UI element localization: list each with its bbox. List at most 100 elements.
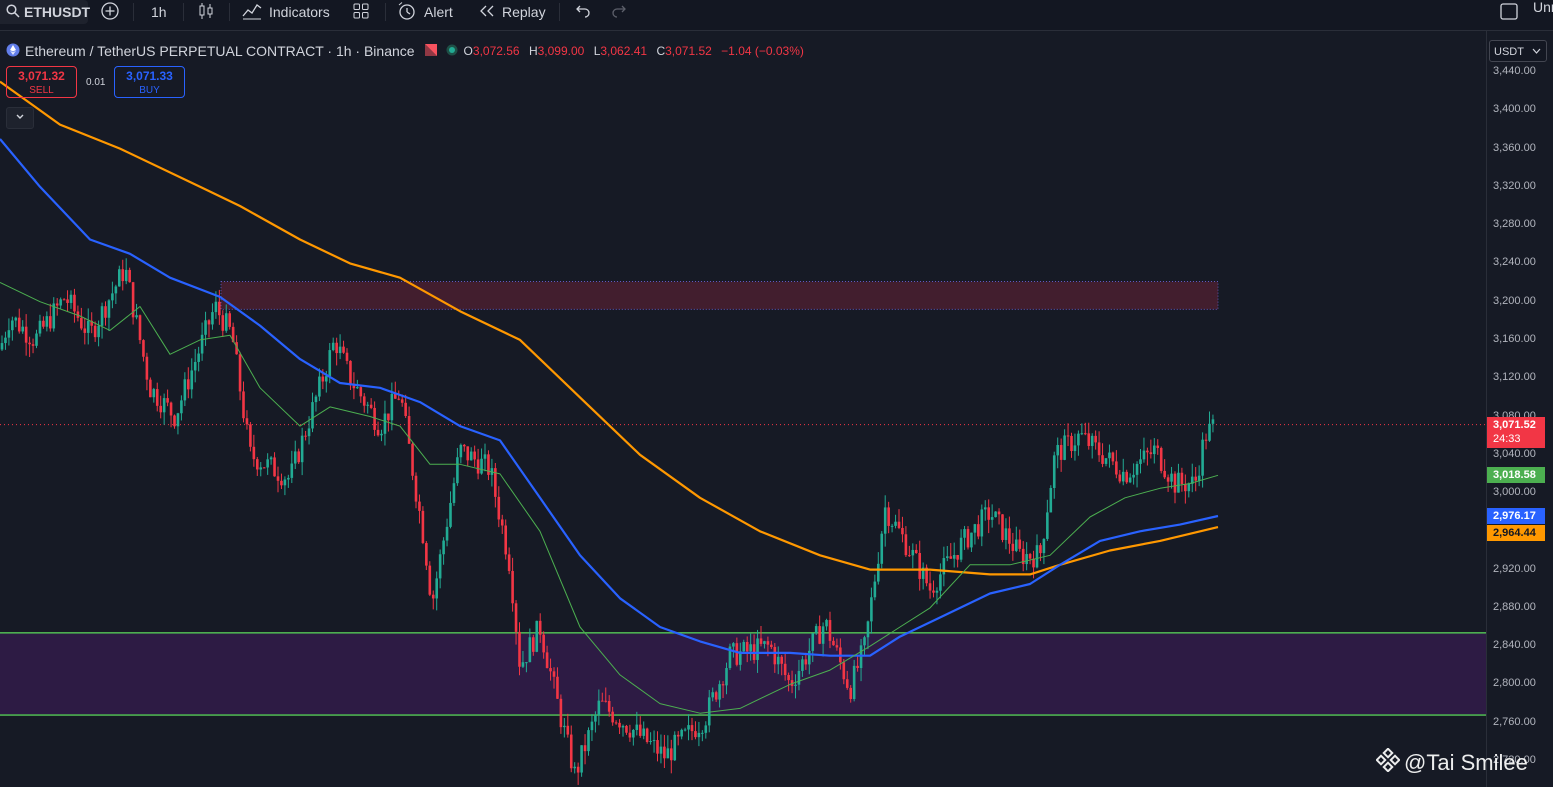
candle[interactable]: [252, 434, 256, 467]
candle[interactable]: [269, 456, 273, 465]
candle[interactable]: [897, 509, 901, 530]
candle[interactable]: [604, 687, 608, 703]
candle[interactable]: [35, 329, 38, 349]
candle[interactable]: [118, 265, 121, 287]
candle[interactable]: [466, 446, 470, 467]
candle[interactable]: [318, 368, 321, 402]
candle[interactable]: [521, 650, 525, 669]
candle[interactable]: [280, 473, 283, 490]
price-chart[interactable]: [0, 31, 1486, 787]
candle[interactable]: [476, 448, 480, 480]
candle[interactable]: [970, 532, 973, 552]
candle[interactable]: [59, 297, 62, 309]
candle[interactable]: [1146, 447, 1149, 466]
candle[interactable]: [1142, 437, 1146, 463]
candle[interactable]: [142, 339, 145, 362]
candle[interactable]: [425, 541, 428, 571]
candle[interactable]: [649, 732, 652, 745]
candle[interactable]: [894, 514, 897, 529]
candle[interactable]: [728, 643, 732, 670]
candle[interactable]: [1187, 482, 1191, 498]
candle[interactable]: [1025, 542, 1028, 571]
candle[interactable]: [673, 731, 677, 762]
candle[interactable]: [418, 494, 421, 524]
candle[interactable]: [1208, 411, 1211, 442]
symbol-search-button[interactable]: ETHUSDT: [0, 0, 90, 24]
candle[interactable]: [566, 713, 570, 738]
candle[interactable]: [0, 335, 4, 352]
candle[interactable]: [594, 711, 597, 733]
candle[interactable]: [245, 410, 249, 430]
candle[interactable]: [687, 714, 690, 741]
candle[interactable]: [1097, 431, 1101, 462]
candle[interactable]: [821, 622, 825, 657]
candle[interactable]: [680, 728, 683, 740]
candle[interactable]: [770, 640, 773, 650]
ma-short-line[interactable]: [0, 282, 1219, 714]
candle[interactable]: [107, 299, 111, 332]
candle[interactable]: [797, 659, 801, 691]
candle[interactable]: [283, 476, 287, 496]
candle[interactable]: [383, 400, 387, 446]
candle[interactable]: [345, 348, 349, 365]
candle[interactable]: [621, 724, 625, 737]
candle[interactable]: [162, 393, 166, 425]
candle[interactable]: [808, 638, 811, 675]
compare-symbol-button[interactable]: [100, 0, 120, 24]
candle[interactable]: [601, 692, 604, 702]
alert-button[interactable]: Alert: [397, 0, 453, 24]
candle[interactable]: [11, 316, 14, 341]
candle[interactable]: [611, 706, 614, 726]
candle[interactable]: [549, 658, 552, 681]
candle[interactable]: [200, 322, 204, 361]
candle[interactable]: [300, 427, 304, 476]
candle[interactable]: [670, 739, 673, 774]
candle[interactable]: [1204, 433, 1208, 450]
candle[interactable]: [1163, 459, 1166, 480]
candle[interactable]: [707, 689, 711, 733]
candle[interactable]: [1021, 541, 1025, 572]
candle[interactable]: [487, 450, 490, 481]
candle[interactable]: [1049, 485, 1053, 513]
candle[interactable]: [983, 500, 987, 521]
candle[interactable]: [514, 600, 518, 645]
candle[interactable]: [21, 320, 24, 334]
candle[interactable]: [587, 727, 590, 756]
candle[interactable]: [259, 462, 263, 477]
candle[interactable]: [338, 334, 342, 360]
candle[interactable]: [635, 711, 639, 736]
candle[interactable]: [659, 734, 663, 764]
candle[interactable]: [576, 762, 580, 785]
candle[interactable]: [155, 382, 159, 412]
candle[interactable]: [1128, 473, 1132, 484]
candle[interactable]: [638, 716, 642, 738]
candle[interactable]: [17, 308, 21, 334]
candle[interactable]: [977, 515, 980, 540]
candle[interactable]: [773, 643, 777, 673]
candle[interactable]: [973, 523, 977, 545]
candle[interactable]: [811, 632, 815, 663]
candle[interactable]: [507, 547, 511, 575]
candle[interactable]: [542, 631, 545, 659]
candle[interactable]: [211, 303, 214, 330]
buy-button[interactable]: 3,071.33 BUY: [114, 66, 185, 98]
candle[interactable]: [1018, 529, 1022, 552]
candle[interactable]: [221, 310, 225, 338]
candle[interactable]: [1101, 443, 1104, 468]
candle[interactable]: [645, 727, 649, 744]
candle[interactable]: [532, 634, 535, 656]
candle[interactable]: [494, 462, 497, 508]
price-axis[interactable]: [1486, 31, 1553, 787]
ma-long-line[interactable]: [0, 80, 1219, 576]
candle[interactable]: [138, 314, 142, 344]
candle[interactable]: [28, 336, 31, 358]
candle[interactable]: [628, 724, 632, 742]
candle[interactable]: [152, 387, 156, 403]
candle[interactable]: [890, 523, 894, 533]
candle[interactable]: [256, 456, 259, 476]
chart-type-button[interactable]: [197, 0, 215, 24]
candle[interactable]: [1125, 469, 1128, 484]
candle[interactable]: [804, 652, 808, 670]
candle[interactable]: [1066, 423, 1070, 447]
candle[interactable]: [290, 450, 294, 484]
